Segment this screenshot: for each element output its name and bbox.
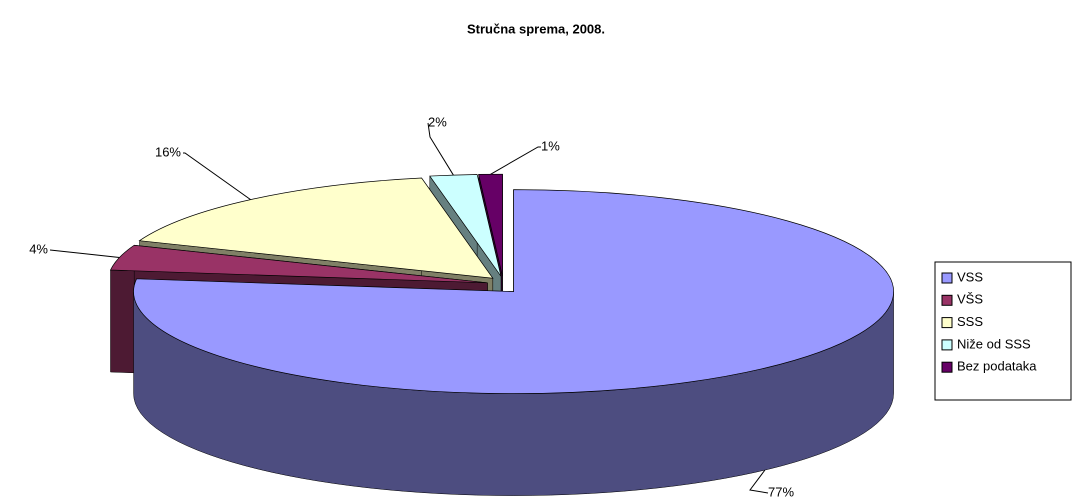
leader-line	[49, 249, 120, 258]
leader-line	[490, 146, 541, 175]
legend-swatch	[941, 339, 953, 351]
data-label: 16%	[155, 144, 181, 159]
leader-line	[427, 122, 454, 176]
legend-box	[934, 261, 1072, 401]
legend-label: SSS	[957, 314, 983, 329]
legend: VSS VŠS SSS Niže od SSS Bez podataka	[941, 269, 1037, 374]
slice	[109, 244, 488, 284]
leader-line	[183, 152, 251, 201]
legend-label: VŠS	[957, 292, 983, 307]
leader-line	[749, 469, 769, 494]
legend-label: Niže od SSS	[957, 336, 1031, 351]
data-label: 77%	[768, 484, 794, 499]
legend-swatch	[941, 361, 953, 373]
legend-swatch	[941, 317, 953, 329]
data-labels: 77% 4% 16% 2% 1%	[29, 114, 794, 499]
slice	[478, 173, 503, 277]
legend-label: Bez podataka	[957, 359, 1037, 374]
chart-title: Stručna sprema, 2008.	[467, 21, 605, 36]
slice	[133, 189, 894, 394]
slice	[429, 174, 502, 277]
data-label: 2%	[428, 114, 447, 129]
legend-swatch	[941, 294, 953, 306]
data-label: 4%	[29, 241, 48, 256]
data-label: 1%	[541, 138, 560, 153]
legend-label: VSS	[957, 269, 983, 284]
pie	[109, 173, 894, 496]
legend-swatch	[941, 272, 953, 284]
